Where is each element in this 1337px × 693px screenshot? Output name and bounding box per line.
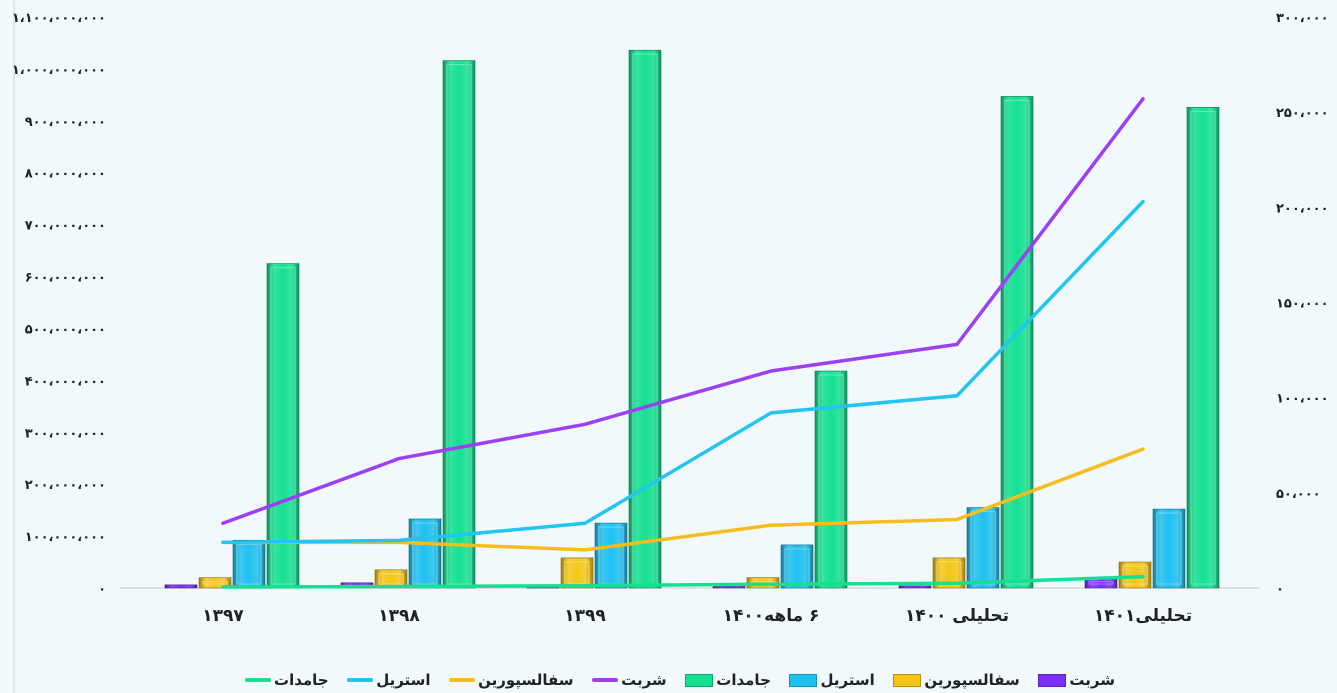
bar-bevel [1004, 99, 1030, 585]
legend-item: جامدات [685, 671, 771, 689]
right-tick-label: ۱۰۰،۰۰۰ [1276, 392, 1329, 407]
bar-bevel [446, 64, 472, 585]
legend-item: سفالسپورین [449, 671, 574, 689]
category-labels: ۱۳۹۷ ۱۳۹۸ ۱۳۹۹ ۶ ماهه۱۴۰۰ تحلیلی ۱۴۰۰ تحلیلی۱… [202, 606, 1192, 626]
legend-bar-swatch [1038, 673, 1067, 687]
left-axis: ۰ ۱۰۰،۰۰۰،۰۰۰ ۲۰۰،۰۰۰،۰۰۰ ۳۰۰،۰۰۰،۰۰۰ ۴۰۰،۰۰… [12, 0, 106, 693]
legend-items: شربت سفالسپورین استریل جامدات شربت سفالسپورین… [245, 668, 1115, 692]
legend-label: سفالسپورین [478, 671, 574, 689]
legend-label: جامدات [716, 671, 771, 689]
legend-label: استریل [820, 671, 875, 689]
category-label: تحلیلی۱۴۰۱ [1094, 606, 1192, 626]
bar-bevel [1088, 581, 1114, 585]
legend-bar-swatch [789, 673, 818, 687]
right-tick-label: ۳۰۰،۰۰۰ [1276, 11, 1329, 26]
bar [780, 544, 814, 589]
legend: شربت سفالسپورین استریل جامدات شربت سفالسپورین… [0, 668, 1337, 692]
series-line [221, 574, 1145, 589]
legend-item: استریل [789, 671, 875, 689]
left-tick-label: ۷۰۰،۰۰۰،۰۰۰ [25, 219, 106, 234]
category-label: ۶ ماهه۱۴۰۰ [723, 606, 820, 626]
series-line [221, 97, 1145, 526]
left-tick-label: ۶۰۰،۰۰۰،۰۰۰ [25, 271, 106, 286]
right-axis: ۰ ۵۰،۰۰۰ ۱۰۰،۰۰۰ ۱۵۰،۰۰۰ ۲۰۰،۰۰۰ ۲۵۰،۰۰۰ ۳۰۰،۰… [1276, 11, 1329, 597]
bar [198, 577, 232, 589]
bar-bevel [1190, 110, 1216, 585]
bar [408, 518, 442, 589]
bar-bevel [1156, 512, 1182, 585]
legend-bar-swatch [893, 673, 922, 687]
legend-item: استریل [347, 671, 431, 689]
bar [594, 522, 628, 589]
right-tick-label: ۵۰،۰۰۰ [1276, 487, 1321, 502]
bar [898, 585, 932, 589]
series-line [221, 199, 1145, 545]
bar-bevel [270, 267, 296, 585]
left-tick-label: ۱۰۰،۰۰۰،۰۰۰ [25, 530, 106, 545]
legend-line-swatch [245, 678, 271, 682]
bar [966, 507, 1000, 589]
bar-bevel [202, 581, 228, 585]
left-tick-label: ۲۰۰،۰۰۰،۰۰۰ [25, 478, 106, 493]
legend-label: شربت [1069, 671, 1115, 689]
right-tick-label: ۲۰۰،۰۰۰ [1276, 201, 1329, 216]
legend-label: سفالسپورین [924, 671, 1020, 689]
legend-bar-swatch [685, 673, 714, 687]
bar-group [164, 49, 1220, 589]
legend-item: جامدات [245, 671, 329, 689]
left-tick-label: ۱،۱۰۰،۰۰۰،۰۰۰ [12, 11, 106, 26]
bar [1000, 96, 1034, 589]
bar-bevel [1122, 565, 1148, 585]
right-tick-label: ۰ [1276, 582, 1284, 597]
left-tick-label: ۰ [98, 582, 106, 597]
category-label: ۱۳۹۷ [202, 606, 244, 626]
bar-bevel [378, 573, 404, 585]
bar [164, 584, 198, 589]
bar-bevel [412, 522, 438, 585]
legend-item: سفالسپورین [893, 671, 1020, 689]
left-tick-label: ۳۰۰،۰۰۰،۰۰۰ [25, 426, 106, 441]
bar [628, 49, 662, 589]
bar [1152, 508, 1186, 589]
bar [266, 263, 300, 589]
category-label: ۱۳۹۸ [378, 606, 420, 626]
legend-item: شربت [1038, 671, 1115, 689]
bar-bevel [236, 543, 262, 585]
legend-label: استریل [376, 671, 431, 689]
bar [442, 60, 476, 589]
bar [232, 539, 266, 589]
left-tick-label: ۹۰۰،۰۰۰،۰۰۰ [25, 115, 106, 130]
right-tick-label: ۱۵۰،۰۰۰ [1276, 297, 1329, 312]
legend-line-swatch [347, 678, 374, 682]
category-label: تحلیلی ۱۴۰۰ [905, 606, 1009, 626]
category-label: ۱۳۹۹ [564, 606, 606, 626]
left-tick-label: ۱،۰۰۰،۰۰۰،۰۰۰ [12, 63, 106, 78]
bar [712, 586, 746, 589]
right-tick-label: ۲۵۰،۰۰۰ [1276, 106, 1329, 121]
left-tick-label: ۵۰۰،۰۰۰،۰۰۰ [25, 322, 106, 337]
legend-line-swatch [449, 678, 476, 682]
bar [814, 370, 848, 589]
line-group [221, 97, 1145, 589]
bar [560, 557, 594, 589]
bar [1186, 107, 1220, 589]
legend-label: جامدات [274, 671, 329, 689]
left-tick-label: ۴۰۰،۰۰۰،۰۰۰ [25, 374, 106, 389]
legend-label: شربت [621, 671, 667, 689]
legend-line-swatch [592, 678, 619, 682]
legend-item: شربت [592, 671, 667, 689]
left-tick-label: ۸۰۰،۰۰۰،۰۰۰ [25, 167, 106, 182]
